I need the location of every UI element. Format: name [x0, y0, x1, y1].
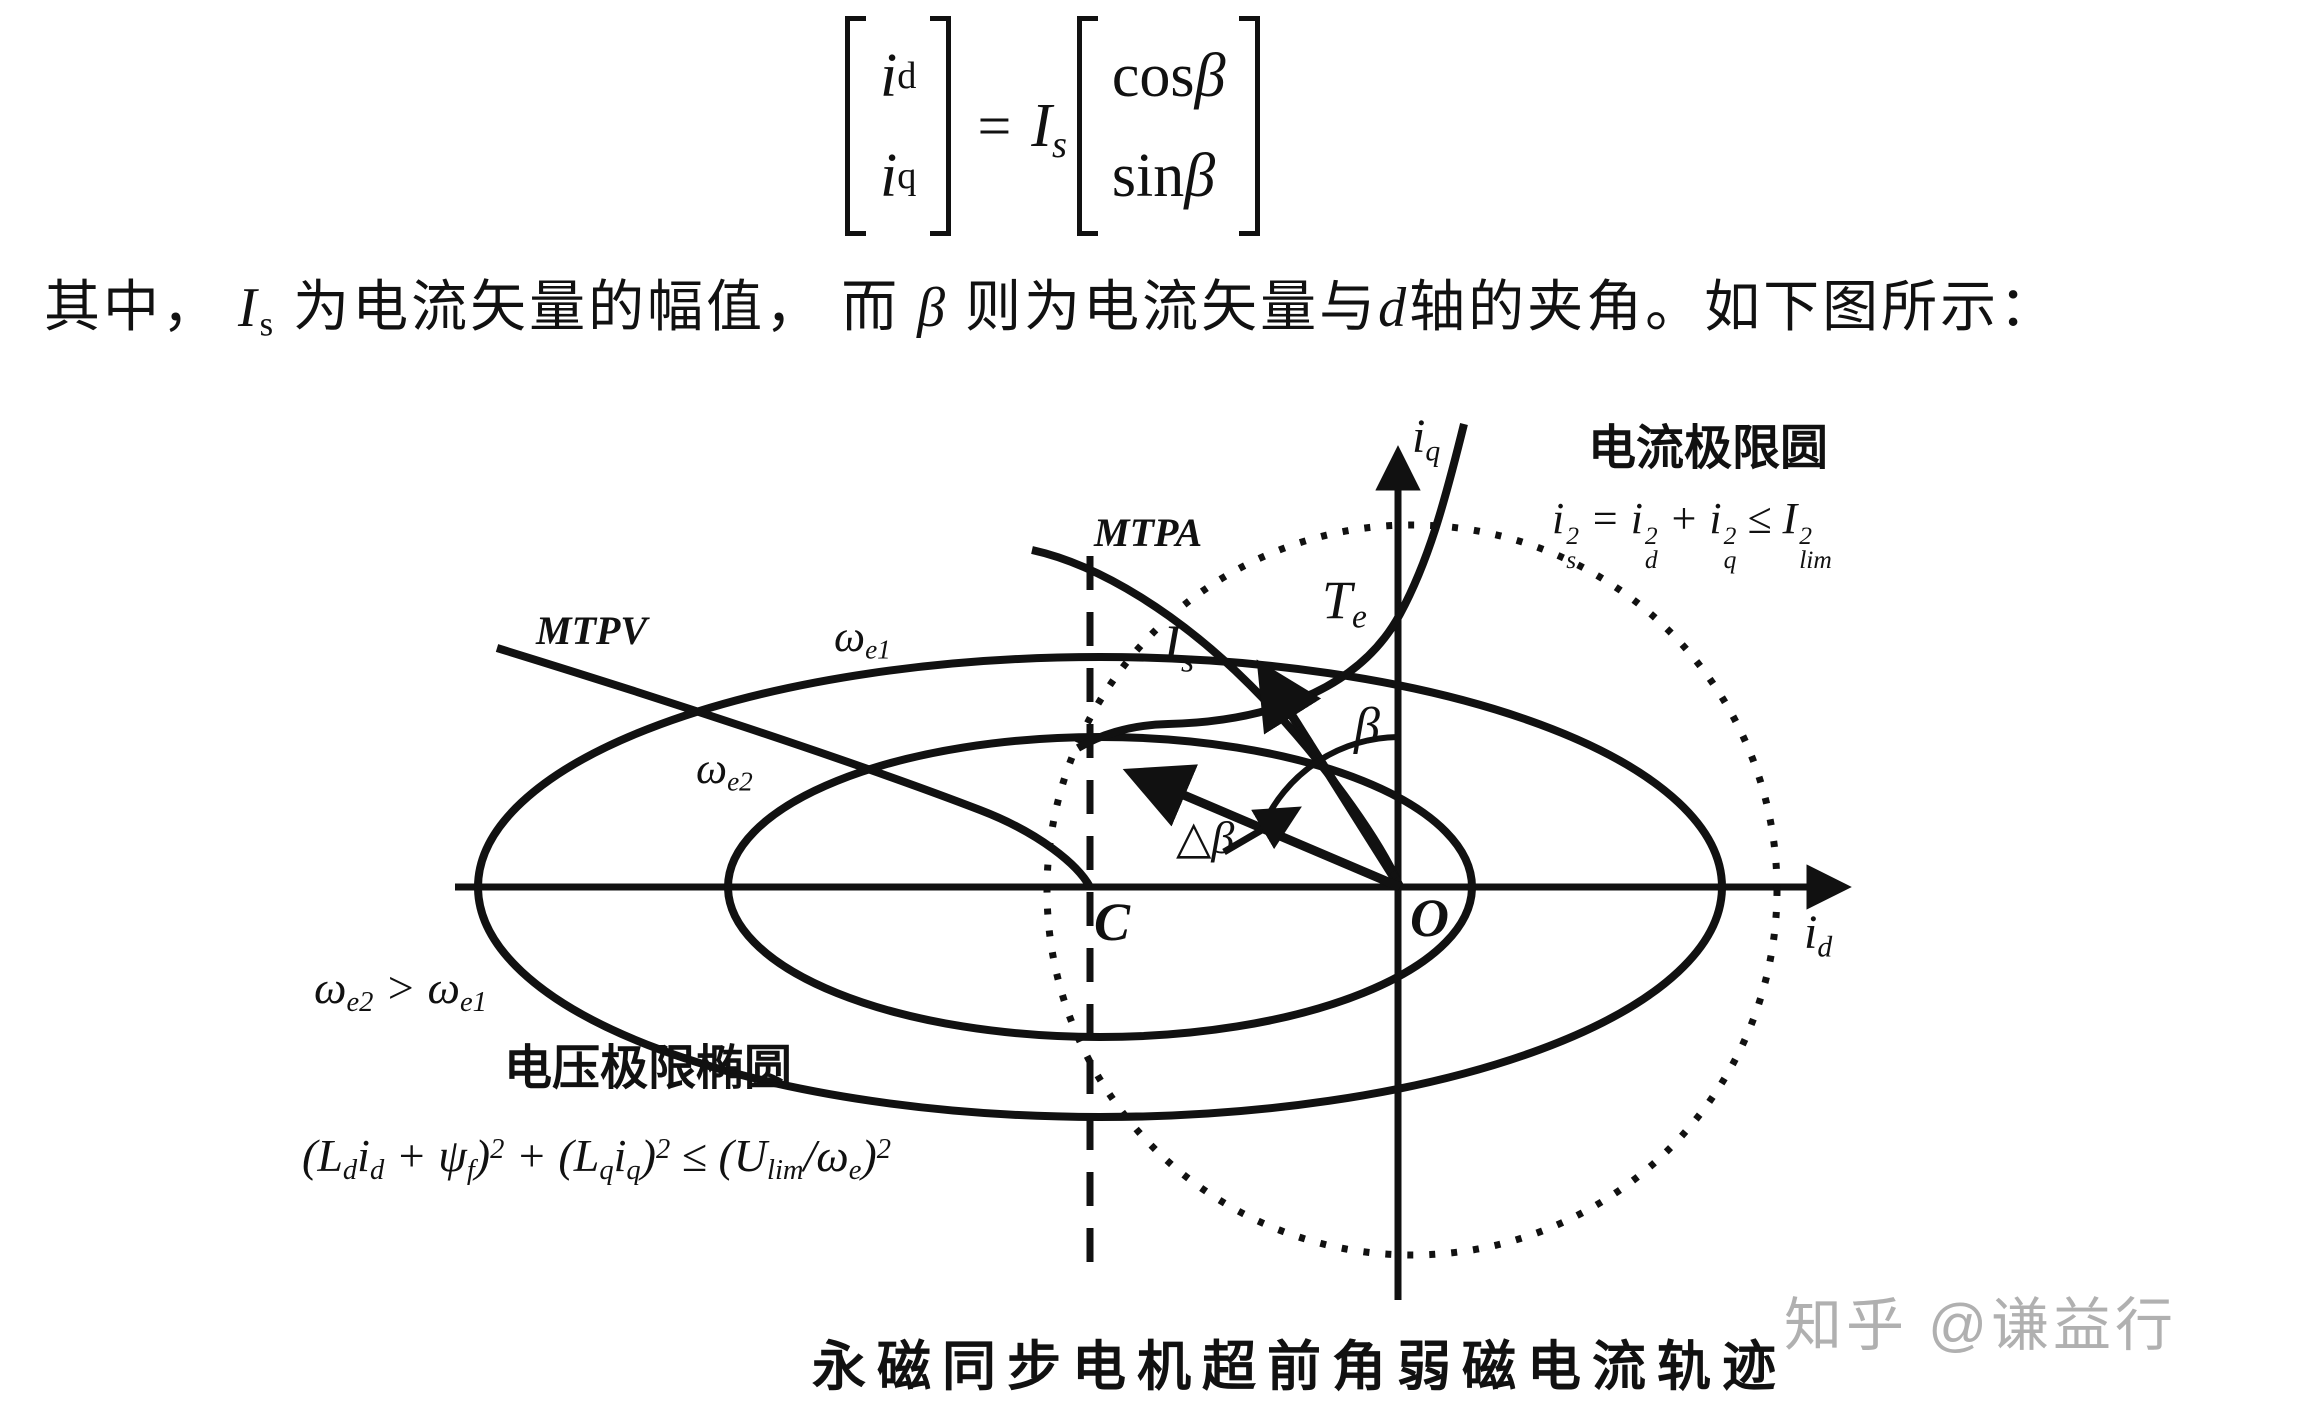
- right-bracket: [1239, 16, 1261, 236]
- delta-beta-label: △β: [1176, 812, 1235, 863]
- torque-curve-te: [1075, 423, 1468, 752]
- current-vector-label: Is: [1163, 614, 1195, 680]
- d-axis-label: id: [1804, 906, 1833, 964]
- current-limit-circle: [1043, 521, 1781, 1259]
- speed-relation-label: ωe2 > ωe1: [314, 962, 487, 1018]
- omega-e2-label: ωe2: [696, 744, 753, 797]
- figure-caption: 永磁同步电机超前角弱磁电流轨迹: [812, 1337, 1787, 1397]
- voltage-limit-ellipse-title: 电压极限椭圆: [504, 1042, 793, 1095]
- point-c-label: C: [1094, 892, 1131, 952]
- dotted-reference-vector: [1289, 711, 1399, 880]
- left-bracket: [845, 16, 866, 236]
- mtpv-curve-label: MTPV: [536, 608, 648, 653]
- right-bracket: [930, 16, 952, 236]
- delta-beta-arrow: [1222, 806, 1302, 856]
- q-axis-label: iq: [1412, 410, 1441, 468]
- matrix-cell-cos: cos β: [1111, 41, 1226, 110]
- formula-right-matrix: cos β sin β: [1076, 16, 1261, 236]
- torque-curve-label: Te: [1322, 570, 1367, 636]
- current-limit-circle-title: 电流极限圆: [1588, 422, 1829, 475]
- matrix-cell-sin: sin β: [1111, 141, 1216, 210]
- mtpa-curve-label: MTPA: [1094, 510, 1203, 555]
- watermark: 知乎 @谦益行: [1784, 1293, 2177, 1358]
- left-bracket: [1076, 16, 1098, 236]
- current-magnitude-coefficient: Is: [1031, 91, 1067, 166]
- omega-e1-label: ωe1: [834, 612, 891, 665]
- voltage-limit-equation: (Ldid + ψf)2 + (Lqiq)2 ≤ (Ulim/ωe)2: [302, 1130, 892, 1186]
- intro-text: 其中， Is 为电流矢量的幅值， 而 β 则为电流矢量与d轴的夹角。如下图所示：: [44, 277, 2059, 344]
- origin-o-label: O: [1410, 888, 1449, 948]
- equals-sign: =: [977, 92, 1012, 159]
- beta-angle-label: β: [1354, 698, 1380, 755]
- mtpv-curve: [495, 644, 1094, 890]
- voltage-limit-ellipse-we1: [474, 653, 1726, 1121]
- current-vector-is: [1256, 659, 1404, 890]
